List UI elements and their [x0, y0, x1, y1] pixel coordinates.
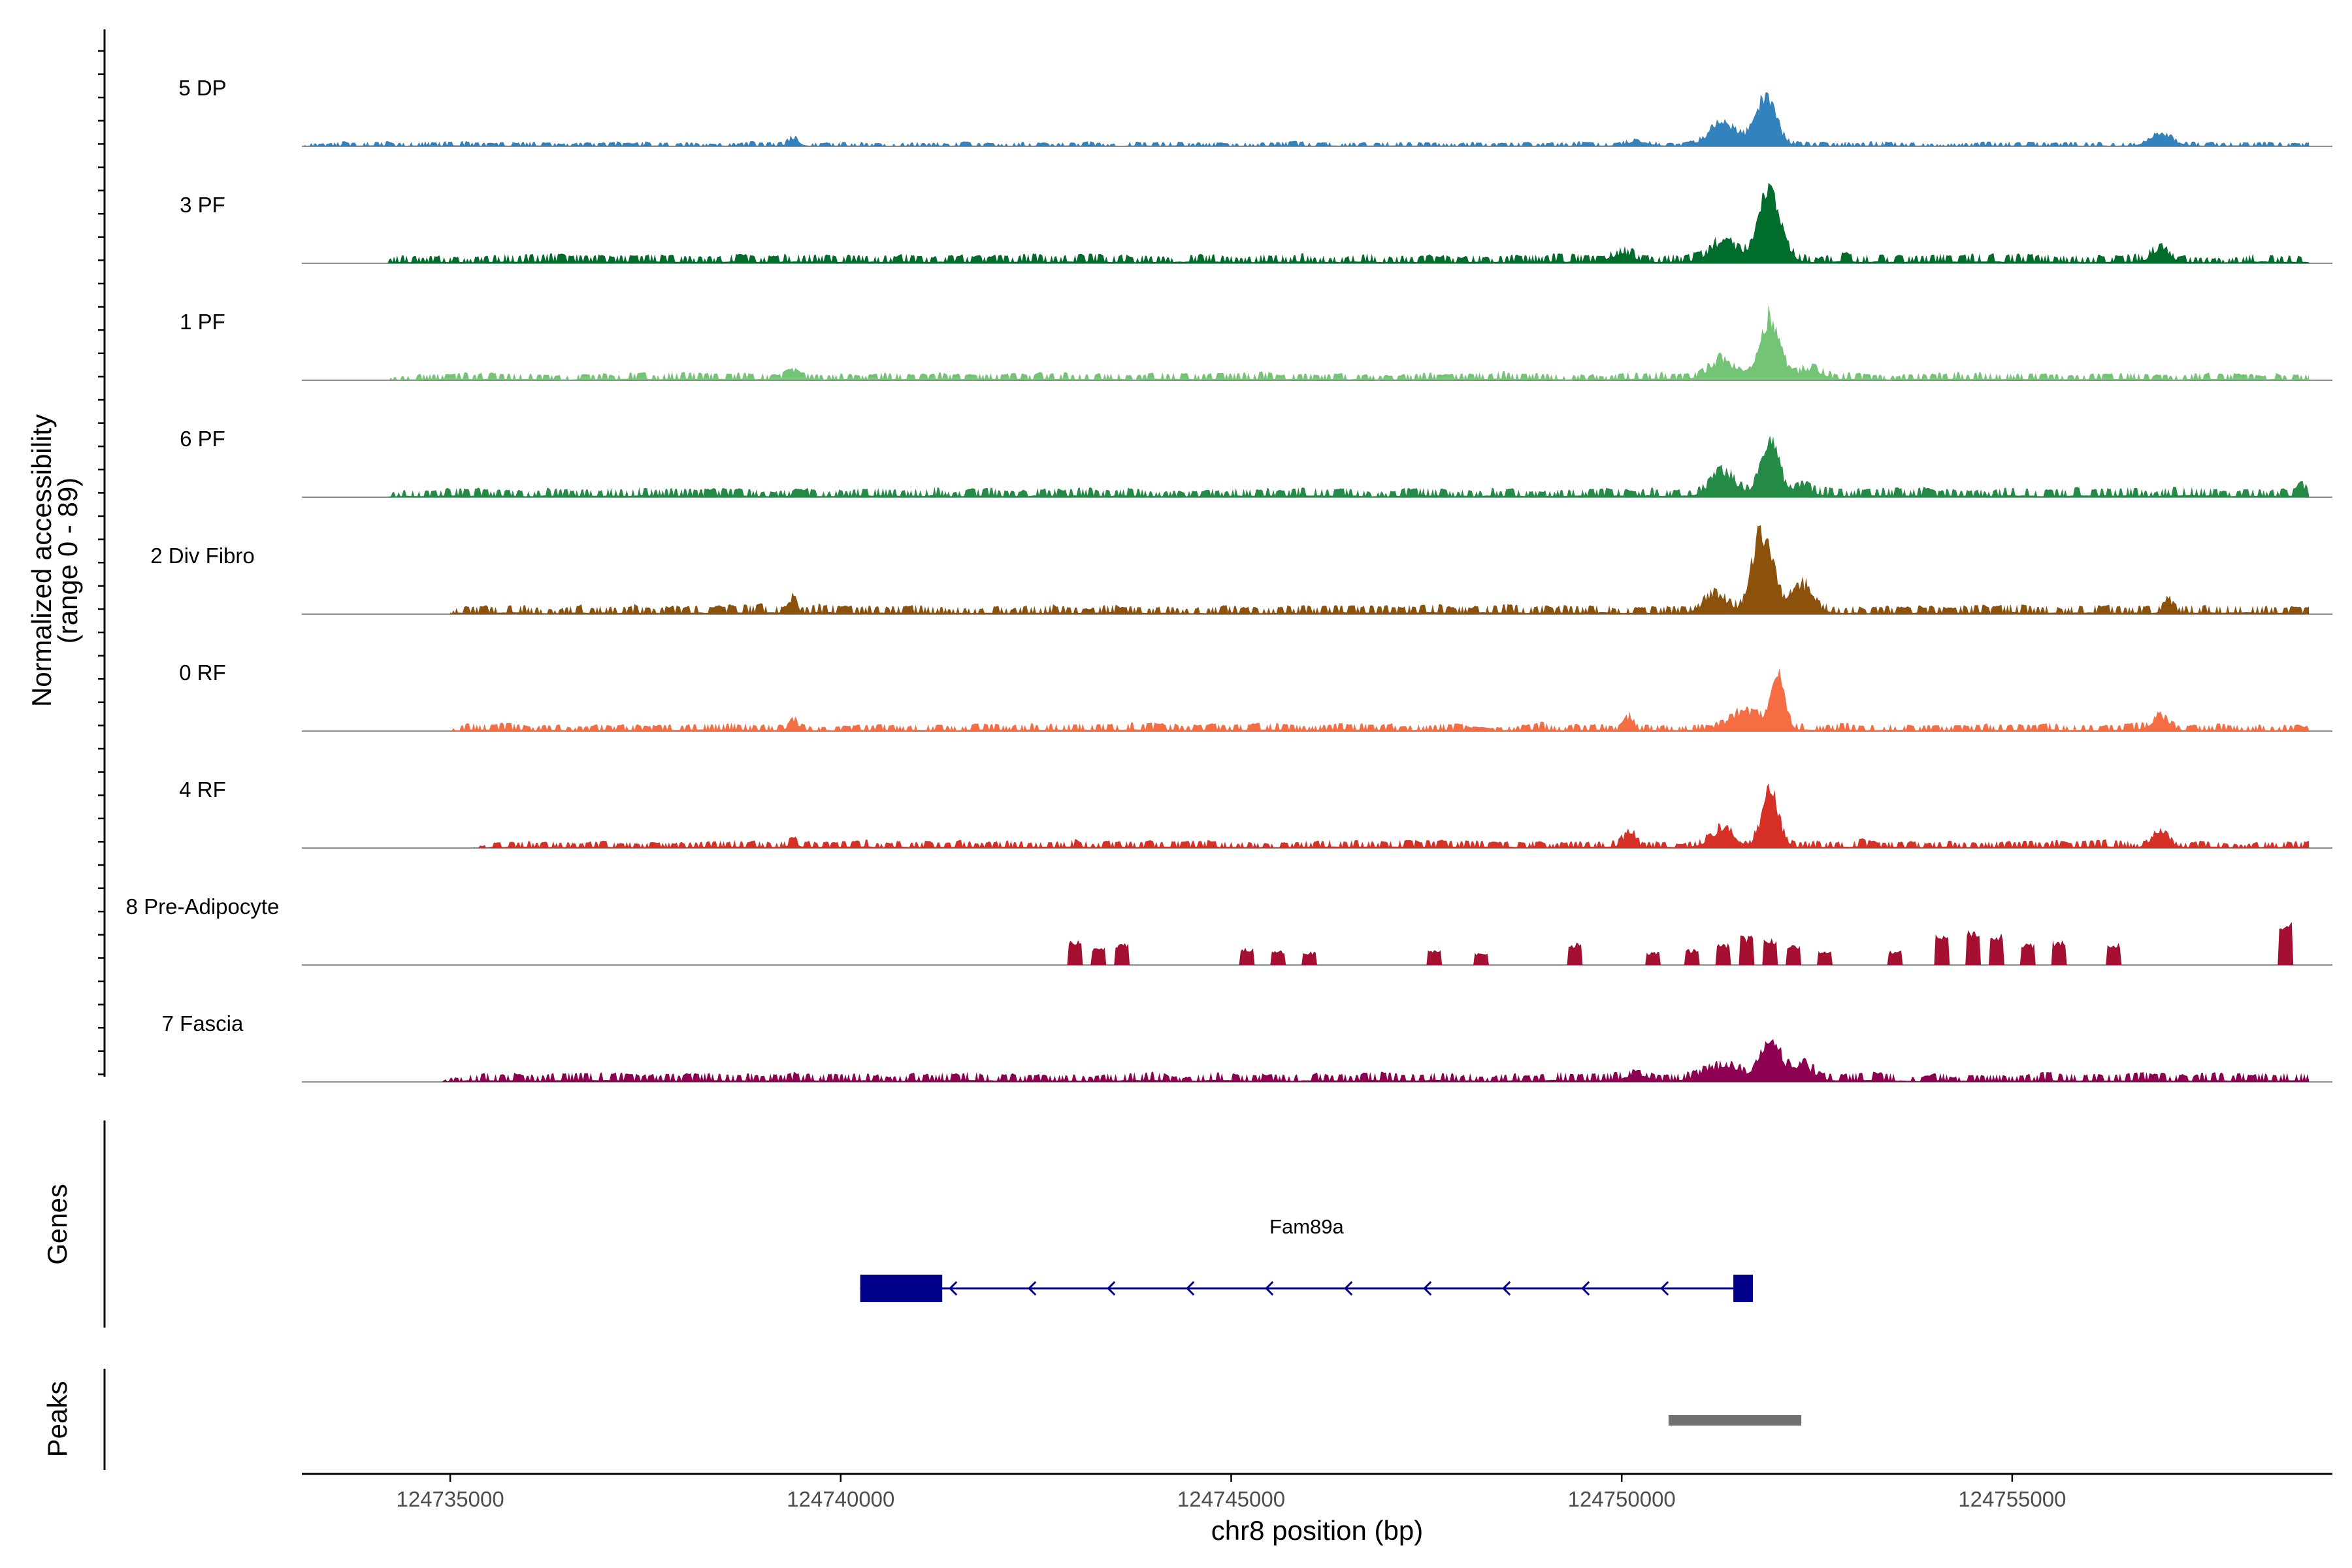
y-axis-title-line2: (range 0 - 89): [52, 478, 83, 644]
x-tick-label: 124745000: [1177, 1487, 1285, 1511]
strand-arrow: [1028, 1281, 1037, 1296]
strand-arrow: [1502, 1281, 1511, 1296]
y-tick-group: [98, 50, 105, 1075]
track-label: 4 RF: [179, 777, 226, 802]
x-tick-label: 124735000: [397, 1487, 504, 1511]
gene-model: Fam89a: [860, 1215, 1754, 1302]
strand-arrow: [1344, 1281, 1353, 1296]
genes-panel-title: Genes: [42, 1184, 73, 1265]
track-label: 1 PF: [180, 310, 225, 334]
track-area-7-fascia: [442, 1039, 2310, 1082]
track-label: 0 RF: [179, 661, 226, 685]
track-area-8-pre-adipocyte: [1067, 922, 2310, 965]
track-area-6-pf: [387, 435, 2310, 497]
strand-arrow: [1107, 1281, 1116, 1296]
strand-arrow: [1423, 1281, 1432, 1296]
track-area-4-rf: [474, 783, 2310, 848]
coverage-tracks: 5 DP 3 PF 1 PF 6 PF 2 Div Fibro 0 RF 4 RF 8 Pre…: [126, 76, 2332, 1083]
track-area-5-dp: [302, 92, 2310, 146]
track-label: 2 Div Fibro: [150, 544, 255, 568]
x-axis-title: chr8 position (bp): [1211, 1515, 1424, 1546]
gene-exon: [860, 1275, 943, 1302]
peaks-panel-title: Peaks: [42, 1381, 73, 1458]
x-tick-label: 124740000: [787, 1487, 894, 1511]
x-tick-group: 124735000 124740000 124745000 124750000 1247…: [397, 1474, 2066, 1511]
x-tick-label: 124750000: [1568, 1487, 1676, 1511]
peak-region: [1668, 1415, 1802, 1426]
gene-label: Fam89a: [1269, 1215, 1344, 1238]
track-area-2-div-fibro: [450, 525, 2310, 614]
strand-arrow: [1660, 1281, 1669, 1296]
strand-arrow: [1581, 1281, 1590, 1296]
track-area-0-rf: [450, 668, 2310, 731]
y-axis-title-line1: Normalized accessibility: [26, 414, 57, 707]
x-tick-label: 124755000: [1958, 1487, 2066, 1511]
track-label: 5 DP: [178, 76, 226, 100]
track-label: 8 Pre-Adipocyte: [126, 894, 280, 919]
track-label: 7 Fascia: [162, 1011, 244, 1036]
track-area-3-pf: [387, 182, 2310, 263]
track-label: 3 PF: [180, 193, 225, 217]
gene-exon: [1733, 1275, 1753, 1302]
track-area-1-pf: [387, 304, 2310, 380]
track-label: 6 PF: [180, 427, 225, 451]
strand-arrow: [949, 1281, 958, 1296]
strand-arrow: [1265, 1281, 1274, 1296]
peak-regions: [1668, 1415, 1802, 1426]
strand-arrow: [1186, 1281, 1195, 1296]
